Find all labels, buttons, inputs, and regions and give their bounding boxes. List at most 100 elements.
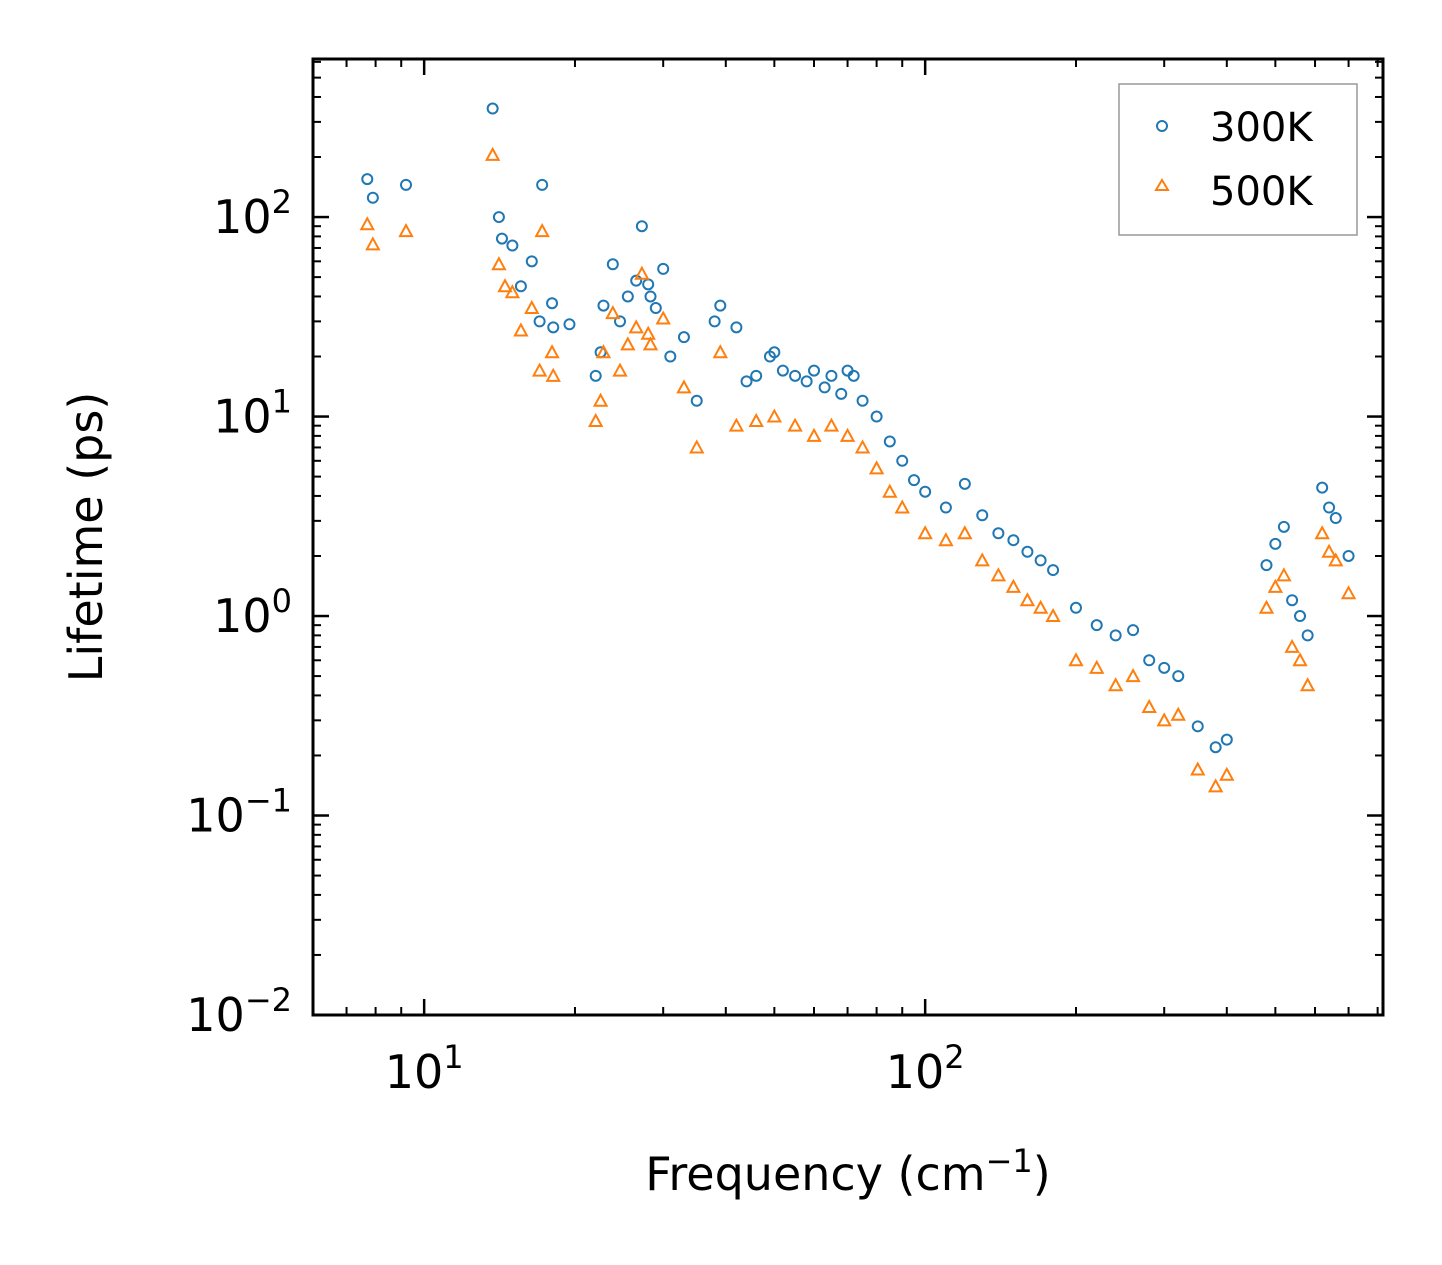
data-point-300k [525, 255, 538, 268]
data-point-500k [620, 336, 636, 351]
data-point-500k [531, 362, 548, 377]
data-point-300k [750, 369, 763, 382]
data-point-500k [868, 460, 885, 475]
data-point-500k [712, 344, 728, 359]
data-point-500k [766, 408, 783, 423]
data-point-500k [1156, 712, 1172, 727]
data-point-500k [1321, 543, 1337, 558]
y-tick-label: 10−2 [186, 981, 292, 1042]
data-point-500k [1141, 698, 1157, 713]
data-point-500k [917, 525, 933, 540]
data-point-300k [896, 454, 909, 467]
y-tick-label: 102 [213, 183, 292, 244]
data-point-500k [655, 310, 671, 325]
data-point-500k [1328, 552, 1344, 567]
x-tick-label: 101 [385, 1038, 464, 1099]
data-point-500k [728, 417, 745, 432]
data-point-300k [657, 262, 670, 275]
data-point-500k [534, 223, 550, 238]
data-point-500k [839, 427, 856, 442]
data-point-500k [497, 278, 513, 293]
data-point-500k [491, 256, 507, 271]
y-tick-label: 10−1 [186, 782, 292, 843]
data-point-300k [919, 485, 932, 498]
data-point-500k [823, 417, 840, 432]
data-point-500k [513, 322, 529, 337]
data-point-300k [1294, 610, 1307, 623]
data-point-500k [1219, 766, 1235, 781]
data-point-300k [1047, 564, 1060, 577]
data-point-500k [398, 223, 414, 238]
legend-marker-300k [1156, 120, 1168, 132]
data-point-300k [514, 280, 527, 293]
data-point-300k [1021, 545, 1034, 558]
data-point-300k [870, 410, 883, 423]
data-point-300k [366, 191, 379, 204]
data-point-500k [504, 284, 521, 299]
x-tick-label: 102 [886, 1038, 965, 1099]
data-point-500k [894, 499, 910, 514]
data-point-300k [597, 299, 610, 312]
data-point-300k [1191, 720, 1204, 733]
data-point-300k [1127, 624, 1140, 637]
legend-label-300k: 300K [1210, 105, 1314, 151]
data-point-500k [990, 567, 1007, 582]
data-point-300k [992, 527, 1005, 540]
data-point-500k [365, 236, 381, 251]
data-point-500k [588, 412, 604, 427]
data-point-500k [1340, 585, 1357, 600]
data-point-500k [642, 336, 659, 351]
data-point-500k [787, 417, 803, 432]
data-point-300k [789, 369, 802, 382]
data-point-500k [1045, 607, 1061, 623]
data-point-300k [1286, 594, 1299, 607]
data-point-300k [486, 102, 499, 115]
data-point-300k [768, 346, 781, 359]
data-point-300k [1260, 559, 1273, 572]
data-point-300k [533, 315, 546, 328]
y-tick-labels: 10−2 10−1 100 101 102 [186, 183, 292, 1042]
data-point-500k [1276, 567, 1292, 582]
legend: 300K 500K [1118, 83, 1358, 236]
data-point-300k [547, 321, 560, 334]
data-point-300k [708, 315, 721, 328]
data-point-500k [1125, 667, 1141, 683]
data-point-300k [664, 350, 677, 363]
data-point-500k [628, 319, 644, 334]
data-point-300k [1090, 619, 1103, 632]
data-point-500k [676, 379, 692, 394]
data-point-500k [1292, 652, 1308, 667]
data-point-500k [544, 344, 560, 359]
data-point-300k [361, 173, 374, 186]
data-point-300k [649, 302, 662, 315]
data-point-300k [825, 369, 838, 382]
data-point-300k [1269, 537, 1282, 550]
data-point-300k [714, 299, 727, 312]
y-tick-label: 100 [213, 582, 292, 643]
x-tick-labels: 101 102 [385, 1038, 965, 1099]
data-point-300k [606, 258, 619, 271]
data-point-500k [1299, 677, 1316, 692]
data-point-500k [592, 392, 609, 407]
data-point-300k [400, 178, 413, 191]
data-point-300k [1323, 501, 1336, 514]
data-point-300k [630, 274, 643, 287]
data-point-300k [1316, 481, 1329, 494]
data-point-500k [1107, 677, 1124, 692]
data-point-500k [1005, 578, 1022, 593]
data-point-300k [818, 381, 831, 394]
data-point-300k [635, 220, 648, 233]
data-point-500k [524, 299, 540, 315]
data-point-300k [1209, 741, 1222, 754]
data-point-500k [938, 532, 954, 547]
data-point-500k [612, 362, 628, 377]
series-300k-points [361, 102, 1355, 754]
data-point-500k [1314, 525, 1330, 540]
data-point-300k [614, 315, 627, 328]
data-point-500k [1032, 599, 1049, 614]
data-point-300k [1069, 601, 1082, 614]
data-point-500k [1019, 592, 1036, 607]
y-axis-label: Lifetime (ps) [59, 392, 113, 683]
data-point-300k [1329, 512, 1342, 525]
